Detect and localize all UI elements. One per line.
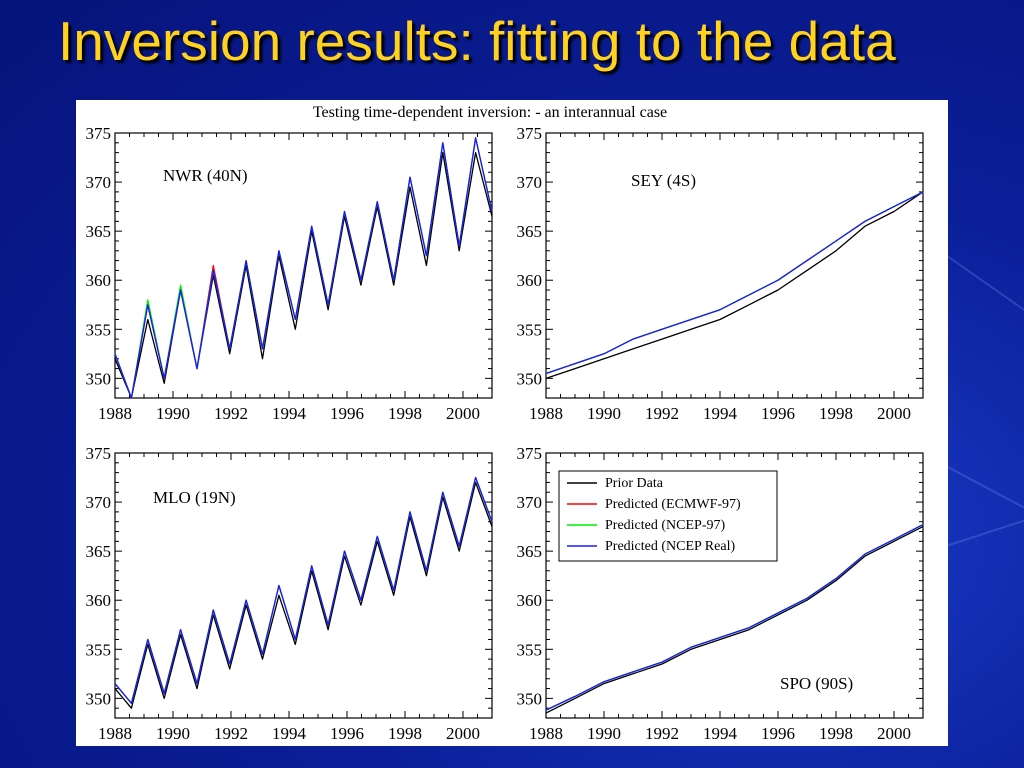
y-tick-label: 375 — [86, 124, 112, 143]
x-tick-label: 1988 — [529, 404, 563, 423]
y-tick-label: 360 — [86, 271, 112, 290]
x-tick-label: 1994 — [703, 404, 738, 423]
y-tick-label: 350 — [86, 689, 112, 708]
legend-label: Predicted (ECMWF-97) — [605, 497, 741, 512]
x-tick-label: 1996 — [761, 724, 795, 743]
y-tick-label: 360 — [86, 591, 112, 610]
x-tick-label: 1990 — [156, 724, 190, 743]
chart-svg: Testing time-dependent inversion: - an i… — [86, 104, 924, 743]
y-tick-label: 350 — [86, 369, 112, 388]
series-line-4 — [545, 191, 924, 375]
x-tick-label: 1990 — [587, 404, 621, 423]
series-line-1 — [545, 526, 924, 714]
x-tick-label: 1996 — [761, 404, 795, 423]
y-tick-label: 375 — [517, 124, 543, 143]
series-line-4 — [114, 137, 493, 399]
series-line-2 — [545, 191, 924, 375]
y-tick-label: 370 — [517, 493, 543, 512]
y-tick-label: 365 — [86, 222, 112, 241]
figure-title: Testing time-dependent inversion: - an i… — [313, 104, 667, 121]
y-tick-label: 375 — [86, 444, 112, 463]
x-tick-label: 1992 — [214, 724, 248, 743]
station-label: SPO (90S) — [780, 674, 853, 693]
x-tick-label: 1992 — [214, 404, 248, 423]
x-tick-label: 1992 — [645, 404, 679, 423]
y-tick-label: 365 — [86, 542, 112, 561]
x-tick-label: 1998 — [388, 724, 422, 743]
x-tick-label: 1990 — [156, 404, 190, 423]
legend: Prior Data Predicted (ECMWF-97) Predicted … — [558, 470, 778, 562]
panel-2: 1988 1990 1992 1994 1996 1998 2000 350 355 360 365… — [517, 124, 924, 423]
x-tick-label: 1998 — [819, 404, 853, 423]
y-tick-label: 370 — [86, 493, 112, 512]
y-tick-label: 355 — [517, 320, 543, 339]
x-tick-label: 2000 — [877, 724, 911, 743]
plot-frame — [545, 132, 924, 399]
x-tick-label: 1994 — [703, 724, 738, 743]
panel-3: 1988 1990 1992 1994 1996 1998 2000 350 355 360 365… — [86, 444, 493, 743]
x-tick-label: 2000 — [446, 404, 480, 423]
y-tick-label: 350 — [517, 369, 543, 388]
y-tick-label: 355 — [86, 320, 112, 339]
legend-label: Predicted (NCEP Real) — [605, 539, 735, 554]
panel-4: 1988 1990 1992 1994 1996 1998 2000 350 355 360 365… — [517, 444, 924, 743]
x-tick-label: 1988 — [98, 404, 132, 423]
series-line-1 — [114, 481, 493, 709]
y-tick-label: 365 — [517, 542, 543, 561]
series-line-3 — [545, 191, 924, 375]
x-tick-label: 1990 — [587, 724, 621, 743]
x-tick-label: 2000 — [877, 404, 911, 423]
y-tick-label: 350 — [517, 689, 543, 708]
background-streak — [939, 250, 1024, 321]
y-tick-label: 355 — [86, 640, 112, 659]
x-tick-label: 1996 — [330, 404, 364, 423]
series-line-1 — [545, 191, 924, 380]
x-tick-label: 1998 — [388, 404, 422, 423]
x-tick-label: 1994 — [272, 724, 307, 743]
x-tick-label: 1988 — [98, 724, 132, 743]
x-tick-label: 1996 — [330, 724, 364, 743]
x-tick-label: 1998 — [819, 724, 853, 743]
legend-label: Prior Data — [605, 476, 664, 491]
x-tick-label: 1988 — [529, 724, 563, 743]
y-tick-label: 355 — [517, 640, 543, 659]
legend-label: Predicted (NCEP-97) — [605, 518, 725, 533]
x-tick-label: 2000 — [446, 724, 480, 743]
x-tick-label: 1992 — [645, 724, 679, 743]
y-tick-label: 375 — [517, 444, 543, 463]
x-tick-label: 1994 — [272, 404, 307, 423]
y-tick-label: 360 — [517, 591, 543, 610]
series-line-4 — [114, 476, 493, 704]
y-tick-label: 365 — [517, 222, 543, 241]
slide-title: Inversion results: fitting to the data — [58, 10, 896, 72]
station-label: SEY (4S) — [631, 171, 696, 190]
panel-1: 1988 1990 1992 1994 1996 1998 2000 350 355 360 365… — [86, 124, 493, 423]
station-label: NWR (40N) — [163, 166, 248, 185]
series-line-4 — [545, 524, 924, 711]
chart-figure: Testing time-dependent inversion: - an i… — [76, 100, 948, 746]
y-tick-label: 360 — [517, 271, 543, 290]
y-tick-label: 370 — [86, 173, 112, 192]
station-label: MLO (19N) — [153, 488, 236, 507]
y-tick-label: 370 — [517, 173, 543, 192]
